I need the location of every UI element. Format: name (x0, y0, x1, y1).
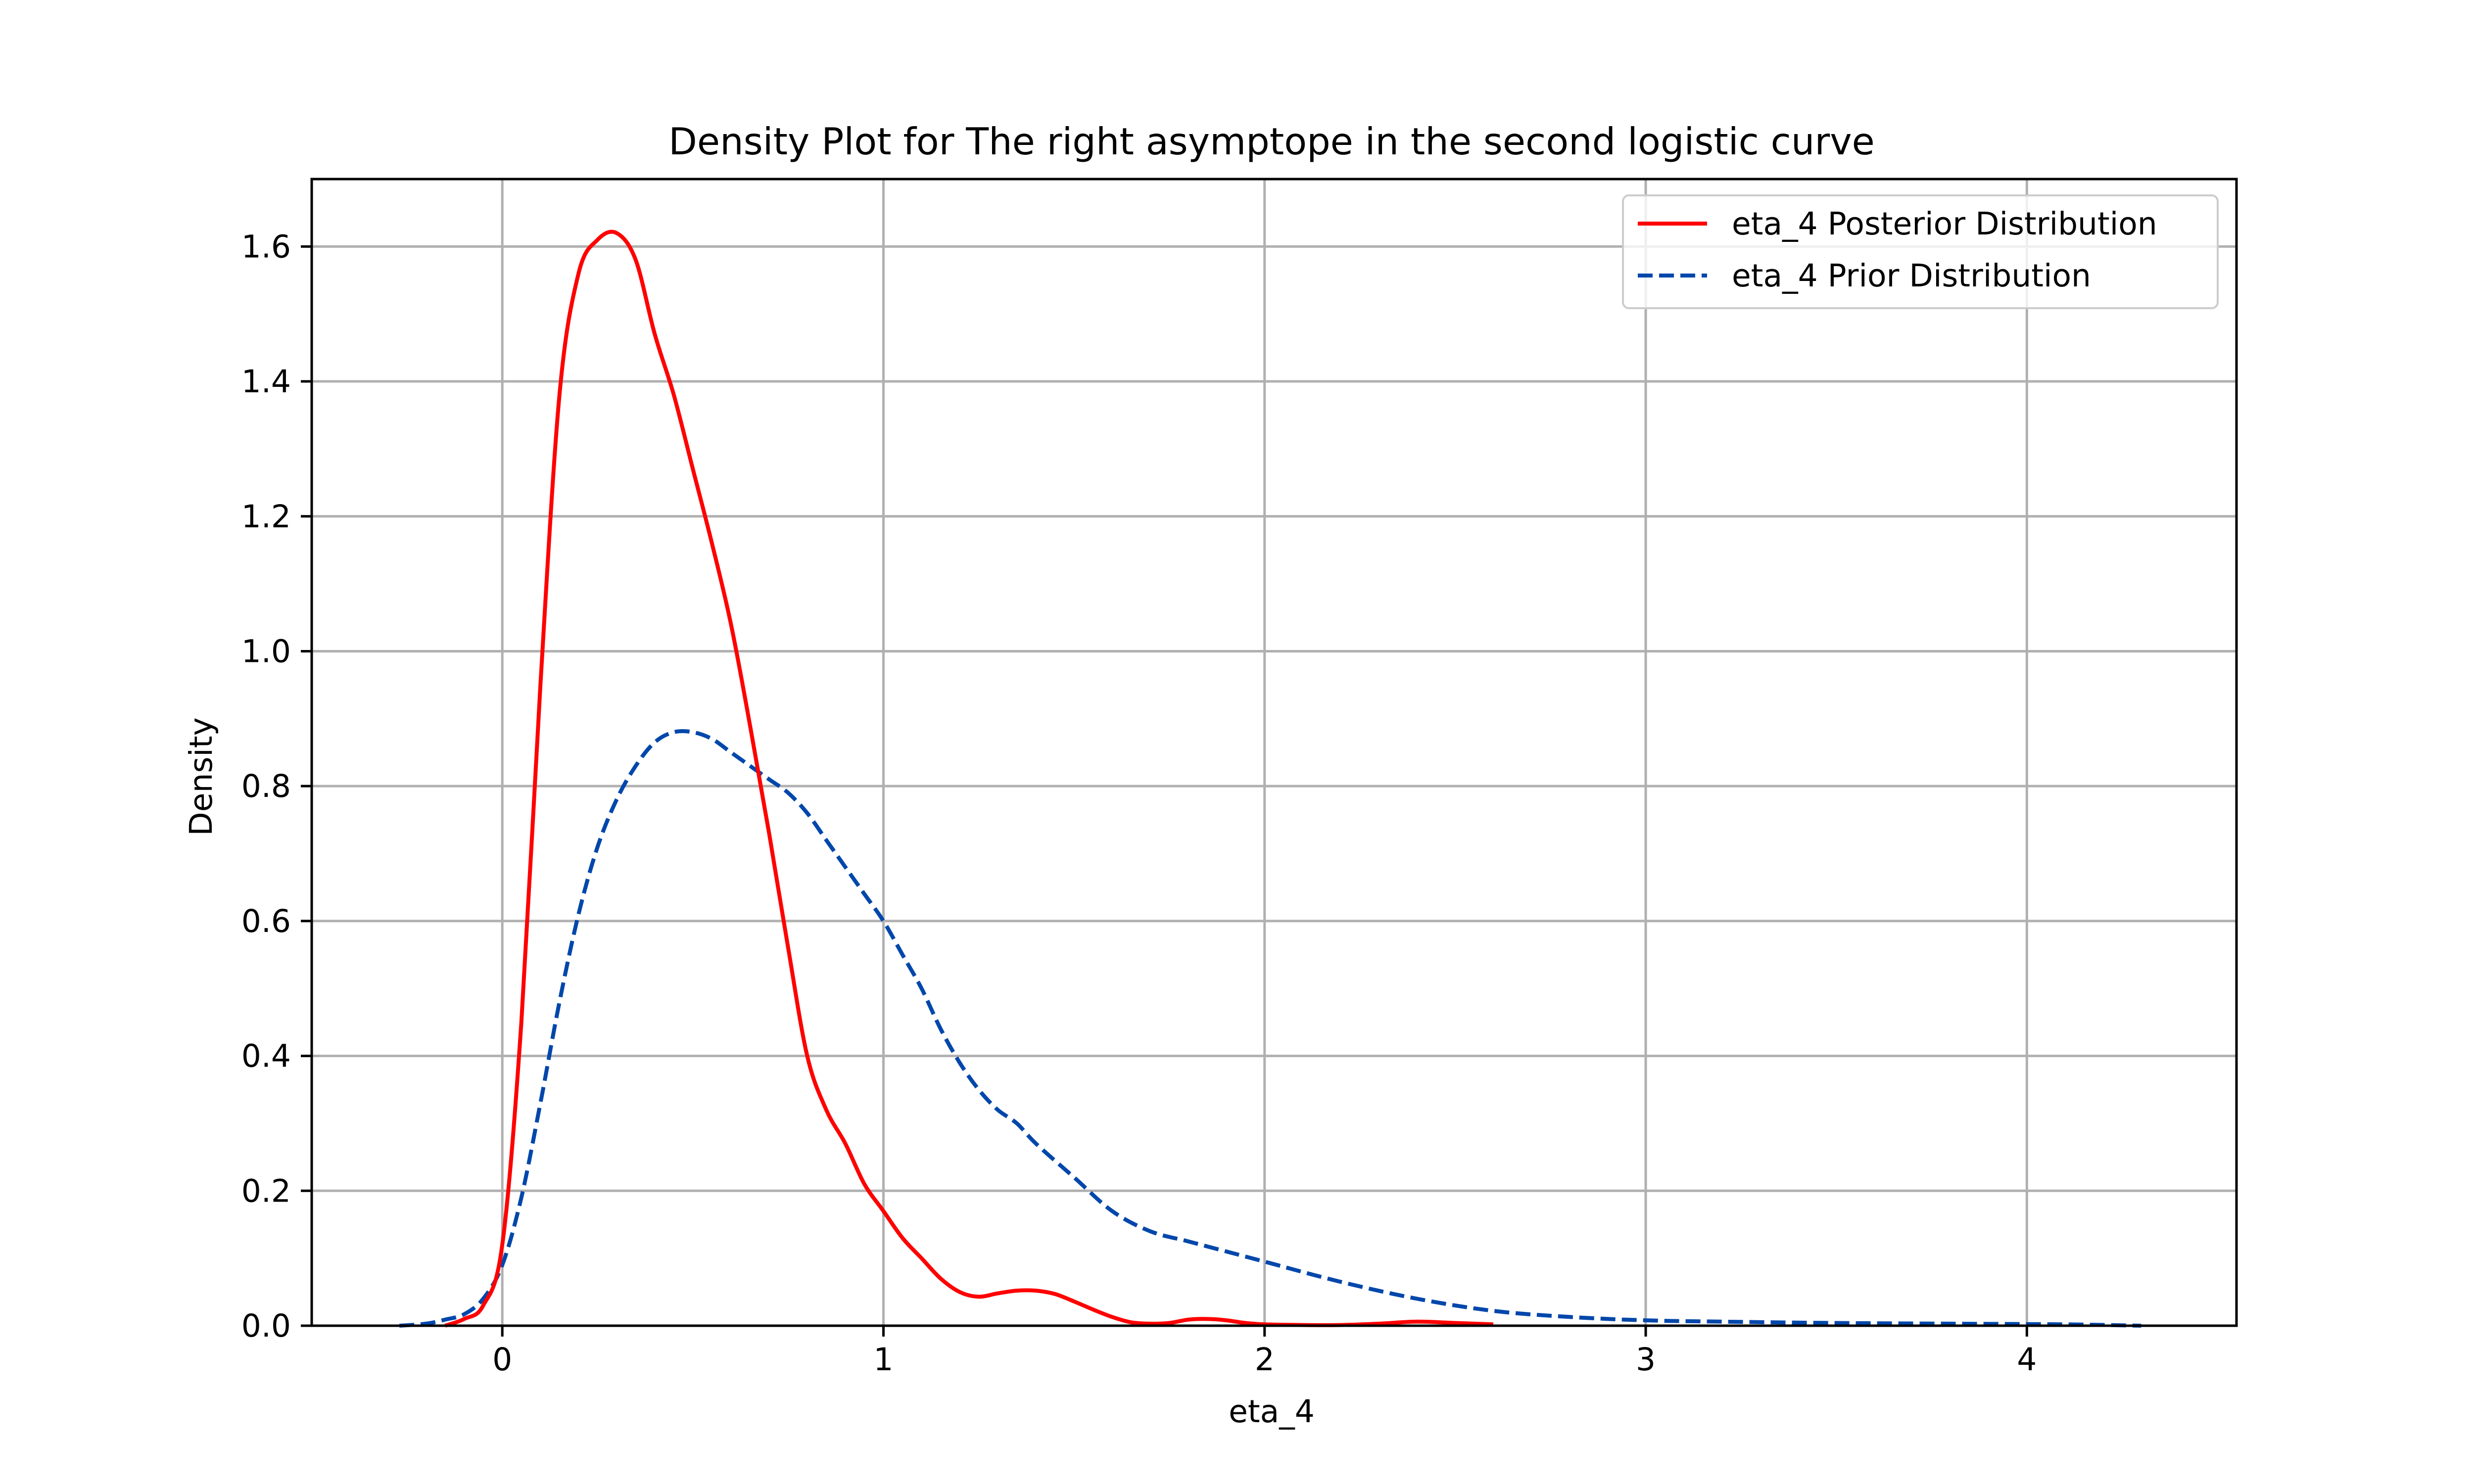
chart-title: Density Plot for The right asymptope in … (668, 120, 1875, 163)
y-tick-label: 0.0 (241, 1308, 291, 1344)
y-tick-label: 1.2 (241, 499, 291, 535)
posterior-density-line (444, 230, 1494, 1328)
plot-frame (310, 178, 2238, 1327)
x-tick-label: 3 (1636, 1342, 1656, 1378)
x-tick-label: 4 (2017, 1342, 2037, 1378)
legend: eta_4 Posterior Distribution eta_4 Prior… (1622, 194, 2219, 309)
axis-ticks: 0 1 2 3 4 0.0 0.2 0.4 0.6 0.8 1.0 1.2 1.4 1.6 (241, 229, 2037, 1378)
y-tick-label: 0.2 (241, 1173, 291, 1209)
y-tick-label: 0.4 (241, 1038, 291, 1074)
legend-box (1622, 194, 2219, 309)
x-axis-label: eta_4 (1229, 1393, 1315, 1430)
y-axis-label: Density (183, 717, 219, 836)
x-tick-label: 1 (873, 1342, 893, 1378)
y-tick-label: 1.0 (241, 633, 291, 669)
y-tick-label: 0.8 (241, 768, 291, 804)
grid-lines (312, 179, 2236, 1327)
y-tick-label: 1.4 (241, 364, 291, 400)
y-tick-label: 0.6 (241, 903, 291, 939)
y-tick-label: 1.6 (241, 229, 291, 265)
legend-label-posterior: eta_4 Posterior Distribution (1732, 206, 2157, 242)
legend-label-prior: eta_4 Prior Distribution (1732, 258, 2091, 294)
x-tick-label: 0 (492, 1342, 512, 1378)
series-layer (399, 230, 2141, 1328)
prior-density-line (399, 729, 2141, 1328)
x-tick-label: 2 (1255, 1342, 1275, 1378)
